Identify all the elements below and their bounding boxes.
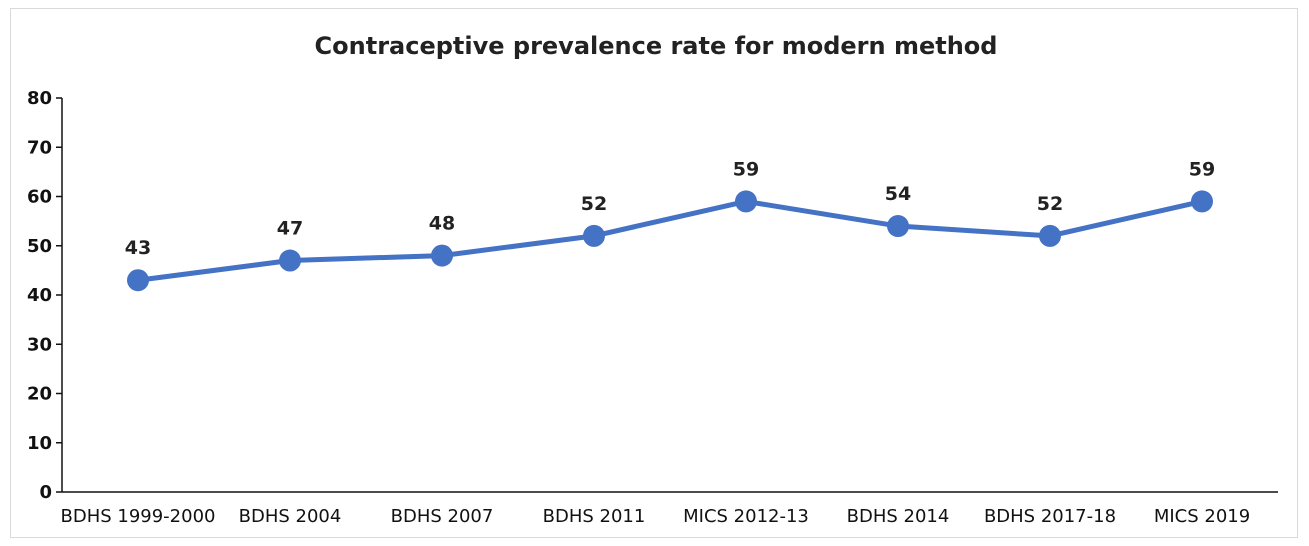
y-tick-label: 80: [27, 88, 52, 109]
series-layer: 43 47 48 52 59 54 52 59: [125, 158, 1215, 292]
data-point: [887, 215, 909, 238]
data-label: 43: [125, 237, 151, 259]
x-tick-label: MICS 2019: [1154, 506, 1250, 527]
chart-frame: [10, 8, 1298, 538]
x-axis: BDHS 1999-2000 BDHS 2004 BDHS 2007 BDHS 201…: [60, 491, 1278, 527]
data-point: [735, 190, 757, 213]
data-point: [279, 249, 301, 272]
x-tick-label: BDHS 2011: [543, 506, 646, 527]
data-point: [127, 269, 149, 292]
y-tick-label: 30: [27, 334, 52, 355]
y-tick-label: 50: [27, 236, 52, 257]
x-tick-label: MICS 2012-13: [683, 506, 809, 527]
y-tick-label: 60: [27, 187, 52, 208]
data-point: [431, 244, 453, 267]
data-label: 52: [1037, 193, 1063, 215]
y-tick-label: 20: [27, 384, 52, 405]
data-label: 59: [1189, 158, 1215, 180]
x-tick-label: BDHS 2017-18: [984, 506, 1116, 527]
x-tick-label: BDHS 2014: [847, 506, 950, 527]
y-tick-label: 40: [27, 285, 52, 306]
y-tick-label: 0: [39, 482, 52, 503]
data-label: 47: [277, 218, 303, 240]
data-label: 54: [885, 183, 911, 205]
x-tick-label: BDHS 2007: [391, 506, 494, 527]
data-point: [1039, 224, 1061, 247]
y-axis: 0 10 20 30 40 50 60 70 80: [27, 88, 63, 503]
x-tick-label: BDHS 1999-2000: [60, 506, 215, 527]
data-label: 52: [581, 193, 607, 215]
chart-title: Contraceptive prevalence rate for modern…: [315, 32, 998, 60]
series-line: [135, 198, 1205, 283]
y-tick-label: 70: [27, 137, 52, 158]
x-tick-label: BDHS 2004: [239, 506, 342, 527]
data-point: [583, 224, 605, 247]
data-point: [1191, 190, 1213, 213]
data-label: 59: [733, 158, 759, 180]
data-label: 48: [429, 213, 455, 235]
y-tick-label: 10: [27, 433, 52, 454]
